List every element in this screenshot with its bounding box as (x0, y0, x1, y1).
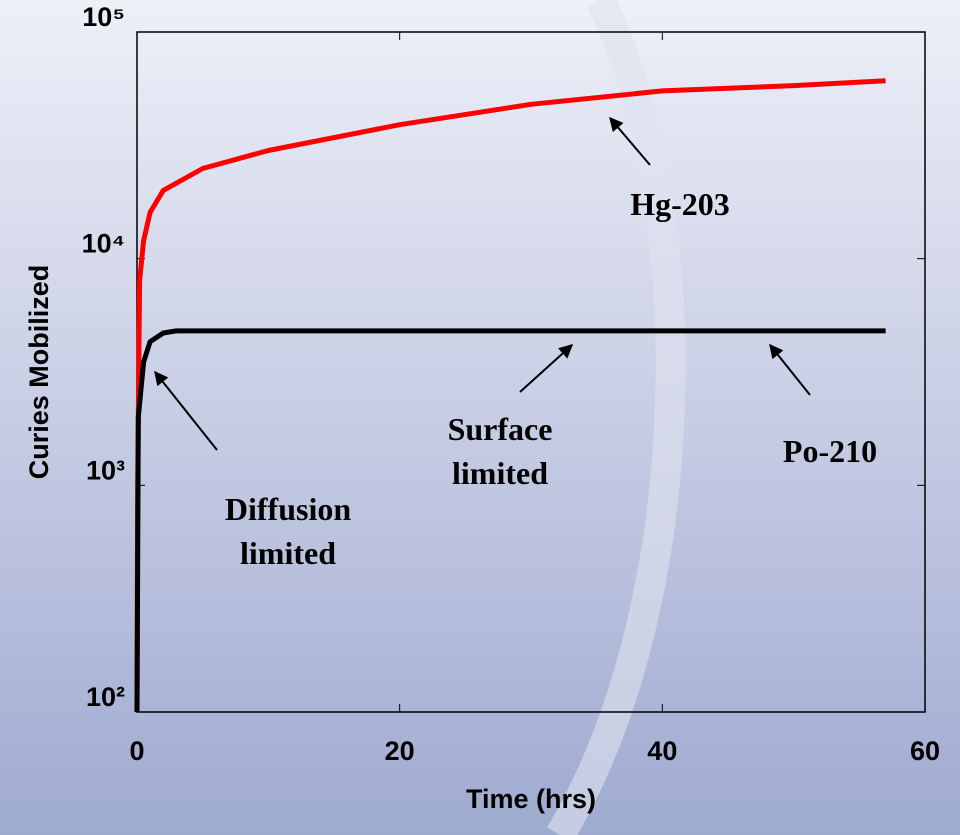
y-tick-label: 10⁴ (82, 229, 125, 259)
annotation: Hg-203 (630, 186, 730, 222)
y-axis-label: Curies Mobilized (24, 265, 54, 480)
arrow (769, 343, 811, 396)
annotation: Surface (448, 411, 553, 447)
x-tick-label: 0 (129, 736, 144, 766)
annotation: Diffusion (225, 491, 351, 527)
arrow (154, 370, 218, 451)
annotation: Po-210 (783, 433, 877, 469)
x-tick-label: 60 (910, 736, 940, 766)
y-tick-label: 10⁵ (82, 2, 125, 32)
x-tick-label: 20 (385, 736, 415, 766)
annotations: Hg-203 Surface limited Po-210 Diffusion limit… (154, 116, 877, 571)
watermark (547, 0, 686, 835)
arrow (609, 116, 651, 166)
y-tick-label: 10² (86, 682, 125, 712)
series-line (134, 78, 886, 713)
annotation: limited (240, 535, 336, 571)
x-tick-label: 40 (647, 736, 677, 766)
y-tick-label: 10³ (86, 455, 125, 485)
arrow (519, 344, 574, 393)
x-axis-label: Time (hrs) (466, 784, 596, 814)
series-line (134, 328, 886, 713)
annotation: limited (452, 455, 548, 491)
